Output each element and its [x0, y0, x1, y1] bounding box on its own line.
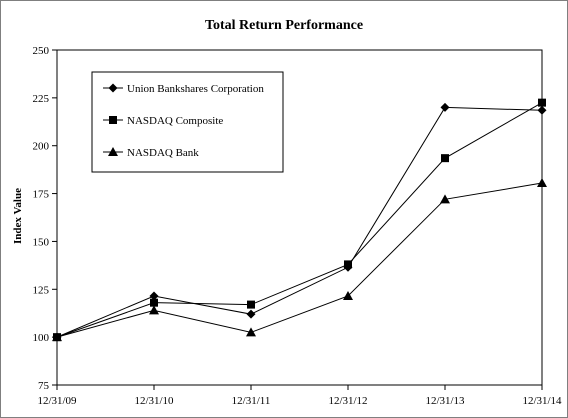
series-triangle	[52, 178, 547, 342]
chart-title: Total Return Performance	[205, 18, 363, 33]
y-tick-label: 175	[33, 189, 50, 201]
legend-entry: NASDAQ Bank	[127, 147, 199, 159]
data-point	[246, 327, 256, 337]
legend-marker	[109, 116, 117, 124]
data-point	[537, 178, 547, 188]
data-point	[52, 332, 62, 342]
y-tick-label: 150	[33, 236, 50, 248]
series-line	[56, 102, 543, 338]
data-point	[246, 309, 256, 319]
data-point	[150, 298, 158, 307]
data-point	[537, 105, 547, 115]
series-line	[56, 106, 543, 338]
x-tick-label: 12/31/13	[425, 395, 465, 407]
y-tick-label: 125	[33, 284, 50, 296]
legend-box	[91, 71, 284, 173]
y-tick-label: 225	[33, 93, 50, 105]
plot-area: 75 100 125 150 175 200 225 250 12/31/09 12/31/10 1…	[33, 45, 563, 407]
legend-entry: NASDAQ Composite	[127, 115, 223, 127]
data-point	[441, 154, 449, 163]
legend-marker	[108, 147, 118, 156]
y-tick-label: 75	[38, 380, 50, 392]
data-point	[344, 260, 352, 269]
x-tick-label: 12/31/12	[328, 395, 367, 407]
data-point	[440, 102, 450, 112]
x-tick-label: 12/31/10	[134, 395, 174, 407]
data-point	[149, 305, 159, 315]
x-tick-label: 12/31/11	[232, 395, 271, 407]
y-tick-label: 100	[33, 332, 50, 344]
data-point	[440, 194, 450, 204]
plot-border	[56, 49, 543, 386]
data-point	[149, 291, 159, 301]
y-tick-label: 200	[33, 141, 50, 153]
data-point	[343, 290, 353, 300]
legend: Union Bankshares Corporation NASDAQ Compo…	[91, 71, 284, 173]
y-axis-label: Index Value	[12, 188, 24, 244]
x-tick-label: 12/31/14	[522, 395, 562, 407]
legend-marker	[108, 83, 118, 93]
y-tick-label: 250	[33, 45, 50, 57]
data-point	[247, 300, 255, 309]
x-tick-label: 12/31/09	[37, 395, 77, 407]
legend-entry: Union Bankshares Corporation	[127, 83, 264, 95]
data-point	[538, 98, 546, 107]
series-line	[56, 182, 543, 338]
